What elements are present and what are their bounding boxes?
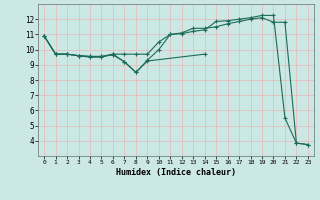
X-axis label: Humidex (Indice chaleur): Humidex (Indice chaleur)	[116, 168, 236, 177]
